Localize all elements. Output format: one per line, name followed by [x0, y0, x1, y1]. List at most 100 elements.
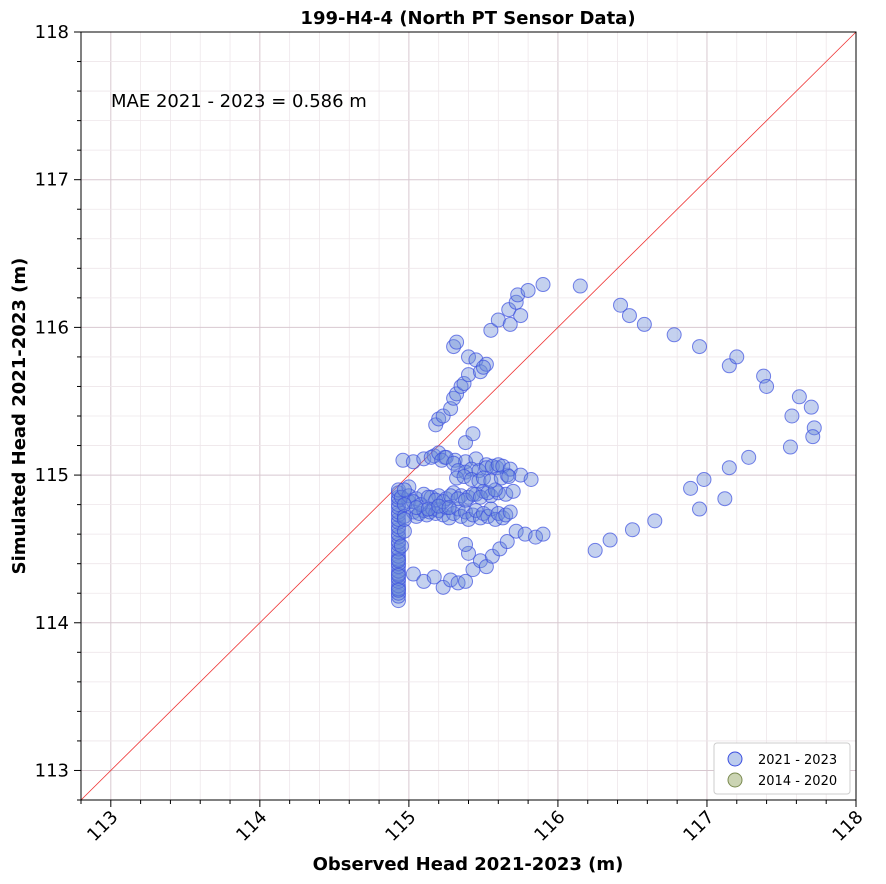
data-point [621, 308, 637, 324]
data-point [480, 485, 496, 501]
data-point [624, 522, 640, 538]
data-point [666, 327, 682, 343]
data-point [396, 482, 412, 498]
data-point [393, 538, 409, 554]
data-point [450, 575, 466, 591]
data-point [683, 480, 699, 496]
data-point [502, 504, 518, 520]
data-point [390, 568, 406, 584]
data-point [461, 545, 476, 561]
data-point [587, 542, 603, 558]
data-point [456, 469, 472, 485]
data-point [741, 449, 757, 465]
data-point [408, 500, 424, 516]
data-point [535, 277, 551, 293]
data-point [505, 483, 521, 499]
data-point [782, 439, 798, 455]
data-point [721, 460, 737, 476]
data-point [441, 500, 457, 516]
y-tick-label: 115 [35, 465, 69, 486]
data-point [805, 429, 821, 445]
data-point [461, 349, 476, 365]
legend: 2021 - 2023 2014 - 2020 [713, 742, 851, 795]
data-point [513, 308, 529, 324]
data-point [449, 386, 465, 402]
one-to-one-reference-line [80, 31, 857, 801]
y-tick-label: 116 [35, 317, 69, 338]
data-point [441, 510, 457, 526]
legend-marker-2014-2020 [727, 772, 743, 788]
legend-label-2014-2020: 2014 - 2020 [758, 774, 837, 789]
data-point [420, 489, 436, 505]
data-point [465, 426, 481, 442]
data-point [465, 486, 481, 502]
data-point [759, 378, 775, 394]
data-point [791, 389, 807, 405]
data-point [501, 469, 517, 485]
data-point [458, 573, 474, 589]
data-point [475, 470, 491, 486]
data-point [435, 494, 451, 510]
data-point [784, 408, 800, 424]
y-tick-label: 118 [35, 22, 69, 43]
data-point [396, 511, 412, 527]
data-point [453, 508, 469, 524]
data-point [636, 316, 652, 332]
data-point [647, 513, 663, 529]
data-point [456, 376, 472, 392]
data-point [472, 489, 488, 505]
data-point [463, 472, 479, 488]
data-point [396, 497, 412, 513]
data-point [449, 470, 465, 486]
data-point [438, 449, 454, 465]
data-point [523, 472, 539, 488]
x-axis-label: Observed Head 2021-2023 (m) [313, 854, 624, 875]
data-point [493, 470, 509, 486]
data-point [502, 316, 518, 332]
data-point [692, 339, 708, 355]
data-point [499, 534, 515, 550]
data-point [390, 553, 406, 569]
data-point [468, 503, 484, 519]
data-point [572, 278, 588, 294]
data-point [450, 491, 466, 507]
legend-label-2021-2023: 2021 - 2023 [758, 753, 837, 768]
data-point [803, 399, 819, 415]
mae-annotation: MAE 2021 - 2023 = 0.586 m [111, 91, 367, 112]
y-tick-label: 113 [35, 760, 69, 781]
data-point [535, 526, 551, 542]
data-point [483, 322, 499, 338]
grid [80, 31, 857, 801]
data-point [426, 569, 442, 585]
data-point [528, 529, 544, 545]
data-points [390, 277, 822, 609]
data-point [508, 523, 524, 539]
data-point [475, 359, 491, 375]
legend-box [713, 742, 851, 795]
data-point [449, 334, 465, 350]
data-point [696, 472, 712, 488]
data-point [390, 582, 406, 598]
data-point [490, 505, 506, 521]
data-point [484, 458, 500, 474]
data-point [405, 566, 421, 582]
data-point [692, 501, 708, 517]
y-tick-label: 114 [35, 613, 69, 634]
legend-marker-2021-2023 [727, 751, 743, 767]
data-point [520, 282, 536, 298]
data-point [461, 367, 476, 383]
data-point [443, 572, 459, 588]
data-point [508, 294, 524, 310]
data-point [431, 445, 447, 461]
chart-title: 199-H4-4 (North PT Sensor Data) [300, 8, 635, 29]
data-point [458, 536, 474, 552]
data-point [458, 492, 474, 508]
data-point [717, 491, 733, 507]
data-point [487, 482, 503, 498]
data-point [396, 523, 412, 539]
y-tick-label: 117 [35, 170, 69, 191]
data-point [613, 297, 629, 313]
data-point [446, 455, 462, 471]
data-point [729, 349, 745, 365]
